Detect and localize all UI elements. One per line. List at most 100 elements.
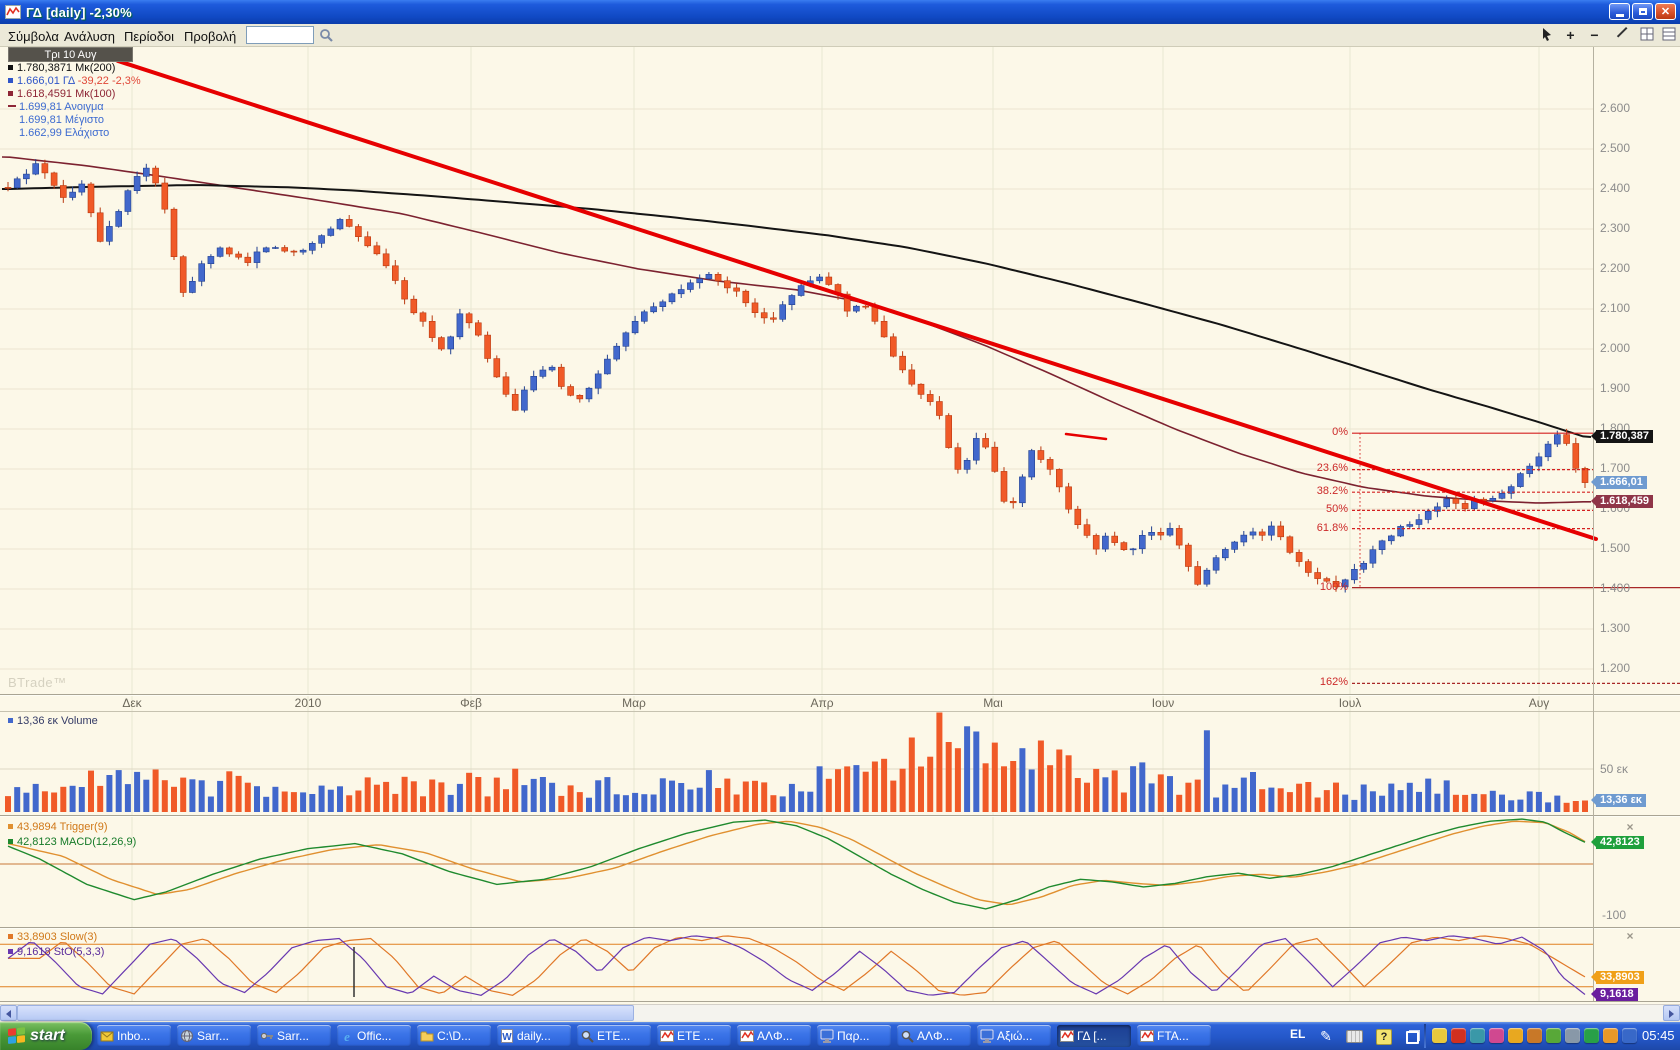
taskbar-button-10[interactable]: ΑΛΦ...	[897, 1025, 971, 1047]
taskbar-button-label: ΕΤΕ ...	[677, 1029, 714, 1043]
layout-rows-icon[interactable]	[1660, 27, 1677, 44]
taskbar-button-4[interactable]: C:\D...	[417, 1025, 491, 1047]
month-label: Μαι	[983, 696, 1003, 710]
volume-legend: 13,36 εκ Volume	[8, 715, 98, 728]
chart-canvas	[0, 47, 1680, 1004]
month-label: Ιουλ	[1338, 696, 1362, 710]
audio-icon[interactable]	[1565, 1028, 1580, 1043]
chart-area[interactable]: Τρι 10 Αυγ 1.780,3871 Μκ(200) 1.666,01 Γ…	[0, 47, 1680, 1004]
zoom-out-icon[interactable]: −	[1590, 27, 1599, 43]
menu-symbols[interactable]: Σύμβολα	[8, 29, 59, 44]
horizontal-scrollbar[interactable]	[0, 1004, 1680, 1021]
word-icon: W	[500, 1029, 514, 1043]
taskbar-button-label: ΓΔ [...	[1077, 1029, 1107, 1043]
scroll-right-arrow[interactable]	[1663, 1005, 1680, 1021]
taskbar-button-7[interactable]: ΕΤΕ ...	[657, 1025, 731, 1047]
price-tick: 2.500	[1600, 141, 1631, 155]
expand-icon[interactable]	[1402, 1026, 1422, 1046]
key-icon	[260, 1029, 274, 1043]
price-tick: 2.600	[1600, 101, 1631, 115]
last-price-tag: 1.666,01	[1591, 476, 1647, 489]
price-tick: 1.500	[1600, 541, 1631, 555]
fib-label-382: 38.2%	[1316, 485, 1348, 497]
svg-text:W: W	[502, 1032, 512, 1043]
macd-trigger-legend: 43,9894 Trigger(9)	[8, 821, 108, 834]
chart-icon	[1140, 1029, 1154, 1043]
menu-periods[interactable]: Περίοδοι	[124, 29, 175, 44]
taskbar-button-2[interactable]: Sarr...	[257, 1025, 331, 1047]
price-tick: 2.200	[1600, 261, 1631, 275]
fib-label-236: 23.6%	[1316, 462, 1348, 474]
chart-icon	[660, 1029, 674, 1043]
maximize-button[interactable]	[1632, 3, 1653, 20]
taskbar-button-label: C:\D...	[437, 1029, 472, 1043]
layout-grid-icon[interactable]	[1638, 27, 1655, 44]
magnifier-icon	[900, 1029, 914, 1043]
menu-view[interactable]: Προβολή	[184, 29, 237, 44]
messenger-icon[interactable]	[1489, 1028, 1504, 1043]
keyboard-icon[interactable]	[1344, 1026, 1364, 1046]
stoch-slow-legend: 33,8903 Slow(3)	[8, 931, 97, 944]
taskbar-button-11[interactable]: Αξιώ...	[977, 1025, 1051, 1047]
stoch-close-icon[interactable]: ×	[1626, 929, 1634, 943]
volume-tag: 13,36 εκ	[1591, 794, 1646, 807]
flag-icon[interactable]	[1527, 1028, 1542, 1043]
svg-text:e: e	[344, 1029, 350, 1043]
network-icon[interactable]	[1470, 1028, 1485, 1043]
month-label: Φεβ	[460, 696, 482, 710]
ring-icon[interactable]	[1584, 1028, 1599, 1043]
taskbar-button-8[interactable]: ΑΛΦ...	[737, 1025, 811, 1047]
alert-red-icon[interactable]	[1451, 1028, 1466, 1043]
taskbar-button-9[interactable]: Παρ...	[817, 1025, 891, 1047]
language-indicator[interactable]: EL	[1290, 1027, 1306, 1041]
taskbar-button-6[interactable]: ΕΤΕ...	[577, 1025, 651, 1047]
zoom-in-icon[interactable]: +	[1566, 27, 1575, 43]
search-icon[interactable]	[318, 27, 334, 43]
price-tick: 2.100	[1600, 301, 1631, 315]
globe-icon	[180, 1029, 194, 1043]
taskbar-button-label: ΑΛΦ...	[917, 1029, 953, 1043]
amber-app-icon[interactable]	[1603, 1028, 1618, 1043]
minimize-button[interactable]	[1609, 3, 1630, 20]
taskbar-button-12[interactable]: ΓΔ [...	[1057, 1025, 1131, 1047]
taskbar-button-label: FTA...	[1157, 1029, 1189, 1043]
taskbar-button-label: Offic...	[357, 1029, 392, 1043]
fib-label-100: 100%	[1319, 581, 1348, 593]
ma100-marker	[8, 91, 13, 96]
mail-icon[interactable]	[1432, 1028, 1447, 1043]
help-icon[interactable]: ?	[1374, 1026, 1394, 1046]
legend-low: 1.662,99 Ελάχιστο	[19, 127, 110, 139]
trendline-tool-icon[interactable]	[1610, 26, 1628, 44]
close-button[interactable]: ✕	[1655, 3, 1676, 20]
application-window: ΓΔ [daily] -2,30% ✕ Σύμβολα Ανάλυση Περί…	[0, 0, 1680, 1022]
blue-app-icon[interactable]	[1622, 1028, 1637, 1043]
macd-close-icon[interactable]: ×	[1626, 820, 1634, 834]
month-label: Δεκ	[122, 696, 142, 710]
date-tooltip: Τρι 10 Αυγ	[8, 47, 133, 62]
pointer-tool-icon[interactable]	[1538, 27, 1555, 44]
shield-icon[interactable]	[1508, 1028, 1523, 1043]
title-bar: ΓΔ [daily] -2,30% ✕	[0, 0, 1680, 24]
window-title: ΓΔ [daily] -2,30%	[26, 4, 132, 20]
start-button[interactable]: start	[0, 1022, 92, 1050]
watermark: BTrade™	[8, 675, 67, 690]
price-tick: 2.400	[1600, 181, 1631, 195]
volume-scale-label: 50 εκ	[1600, 762, 1629, 776]
chart-icon	[1060, 1029, 1074, 1043]
taskbar-button-3[interactable]: e Offic...	[337, 1025, 411, 1047]
symbol-search-input[interactable]	[246, 26, 314, 44]
fib-label-0: 0%	[1332, 426, 1348, 438]
taskbar-button-label: Sarr...	[277, 1029, 310, 1043]
taskbar-button-1[interactable]: Sarr...	[177, 1025, 251, 1047]
price-tick: 1.300	[1600, 621, 1631, 635]
scroll-left-arrow[interactable]	[0, 1005, 17, 1021]
taskbar-button-0[interactable]: Inbo...	[97, 1025, 171, 1047]
taskbar-button-13[interactable]: FTA...	[1137, 1025, 1211, 1047]
pen-icon[interactable]: ✎	[1320, 1028, 1332, 1044]
menu-analysis[interactable]: Ανάλυση	[64, 29, 116, 44]
green-app-icon[interactable]	[1546, 1028, 1561, 1043]
scrollbar-thumb[interactable]	[17, 1005, 634, 1021]
monitor-icon	[820, 1029, 834, 1043]
start-label: start	[30, 1027, 65, 1044]
